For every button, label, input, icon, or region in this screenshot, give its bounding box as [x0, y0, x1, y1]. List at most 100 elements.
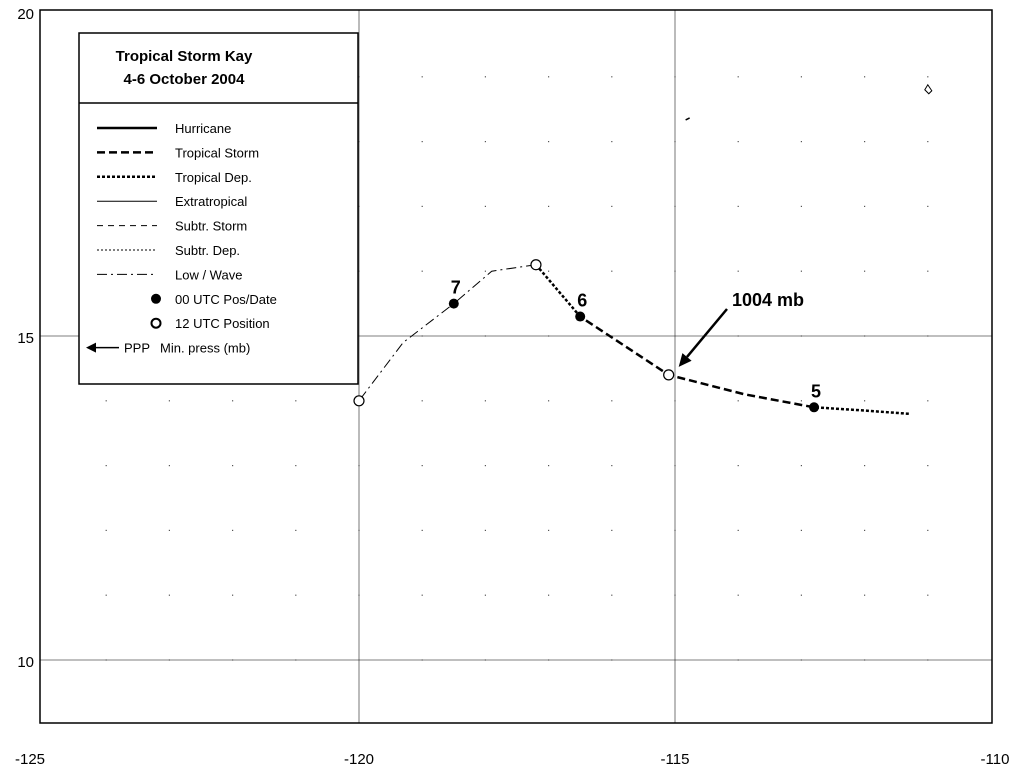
legend-label: 00 UTC Pos/Date: [175, 292, 277, 307]
position-00utc: [809, 402, 820, 413]
grid-dot: [421, 400, 423, 402]
legend-swatch: [151, 293, 161, 304]
grid-dot: [232, 594, 234, 596]
grid-dot: [927, 141, 929, 143]
grid-dot: [295, 400, 297, 402]
legend-item-tropical-storm: Tropical Storm: [97, 145, 259, 160]
grid-dot: [548, 400, 550, 402]
grid-dot: [800, 205, 802, 207]
grid-dot: [295, 594, 297, 596]
position-00utc: [448, 298, 459, 309]
legend-item-subtr-storm: Subtr. Storm: [97, 219, 247, 234]
grid-dot: [168, 400, 170, 402]
grid-dot: [611, 76, 613, 78]
position-12utc: [530, 259, 542, 271]
grid-dot: [484, 76, 486, 78]
grid-dot: [800, 141, 802, 143]
grid-dot: [927, 205, 929, 207]
legend-label: Extratropical: [175, 194, 247, 209]
grid-dot: [864, 270, 866, 272]
grid-dot: [548, 205, 550, 207]
grid-dot: [737, 205, 739, 207]
track-segment-tropical-storm: [579, 315, 815, 409]
grid-dot: [484, 529, 486, 531]
legend: Tropical Storm Kay 4-6 October 2004 Hurr…: [78, 32, 359, 385]
legend-box: [78, 32, 359, 385]
grid-dot: [168, 594, 170, 596]
grid-dot: [737, 141, 739, 143]
legend-label: Tropical Storm: [175, 145, 259, 160]
pressure-arrow-head: [678, 353, 692, 367]
track-positions: 5 6 7: [353, 259, 821, 413]
x-tick-label: -120: [344, 751, 374, 768]
grid-dot: [548, 465, 550, 467]
grid-dot: [611, 205, 613, 207]
grid-dot: [484, 270, 486, 272]
position-00utc: [575, 311, 586, 322]
min-pressure-label: 1004 mb: [732, 290, 804, 310]
grid-dot: [611, 594, 613, 596]
islands: [685, 83, 933, 121]
y-tick-label: 15: [17, 330, 34, 347]
grid-dot: [611, 529, 613, 531]
grid-dot: [295, 465, 297, 467]
grid-dot: [548, 529, 550, 531]
track-segment-low-wave: [358, 264, 537, 402]
grid-dot: [800, 594, 802, 596]
grid-dot: [421, 141, 423, 143]
grid-dot: [548, 141, 550, 143]
grid-dot: [295, 529, 297, 531]
grid-dot: [864, 529, 866, 531]
grid-dot: [611, 465, 613, 467]
grid-dot: [864, 400, 866, 402]
legend-prefix: PPP: [124, 341, 150, 356]
grid-dot: [232, 529, 234, 531]
grid-dot: [105, 465, 107, 467]
grid-dot: [611, 270, 613, 272]
grid-dot: [800, 270, 802, 272]
grid-dot: [927, 594, 929, 596]
grid-dot: [232, 400, 234, 402]
plot-frame: [39, 9, 993, 724]
grid-dot: [864, 141, 866, 143]
grid-dot: [611, 141, 613, 143]
grid-dot: [168, 529, 170, 531]
grid-dot: [105, 594, 107, 596]
grid-dot: [484, 141, 486, 143]
grid-dot: [864, 594, 866, 596]
legend-item-hurricane: Hurricane: [97, 121, 231, 136]
min-pressure-annotation: 1004 mb: [678, 290, 804, 367]
grid-dot: [927, 270, 929, 272]
grid-dot: [105, 529, 107, 531]
grid-dot: [548, 594, 550, 596]
grid-dot: [548, 270, 550, 272]
pressure-arrow: [686, 308, 728, 358]
legend-item-open-dot: 12 UTC Position: [150, 316, 270, 331]
grid-dot: [421, 529, 423, 531]
grid-dot: [737, 400, 739, 402]
grid-dot: [737, 465, 739, 467]
legend-title-line1: Tropical Storm Kay: [116, 48, 253, 65]
legend-title-line2: 4-6 October 2004: [124, 71, 246, 88]
grid-dot: [927, 529, 929, 531]
legend-item-tropical-dep: Tropical Dep.: [97, 170, 252, 185]
grid-dot: [864, 465, 866, 467]
grid-dot: [421, 270, 423, 272]
x-tick-label: -125: [15, 751, 45, 768]
x-tick-label: -115: [661, 751, 690, 768]
axis-labels: -125 -120 -115 -110 10 15 20: [15, 6, 1009, 768]
position-12utc: [663, 369, 675, 381]
x-tick-label: -110: [981, 751, 1010, 768]
grid-dot: [927, 76, 929, 78]
legend-item-subtr-dep: Subtr. Dep.: [97, 243, 240, 258]
grid-dot: [927, 465, 929, 467]
island: [685, 117, 690, 121]
date-label: 6: [577, 291, 587, 311]
grid-dot: [484, 465, 486, 467]
y-tick-label: 10: [17, 654, 34, 671]
grid-dot: [737, 270, 739, 272]
legend-swatch: [150, 317, 162, 329]
date-label: 5: [811, 381, 821, 401]
grid-dot: [800, 465, 802, 467]
legend-item-extratropical: Extratropical: [97, 194, 247, 209]
